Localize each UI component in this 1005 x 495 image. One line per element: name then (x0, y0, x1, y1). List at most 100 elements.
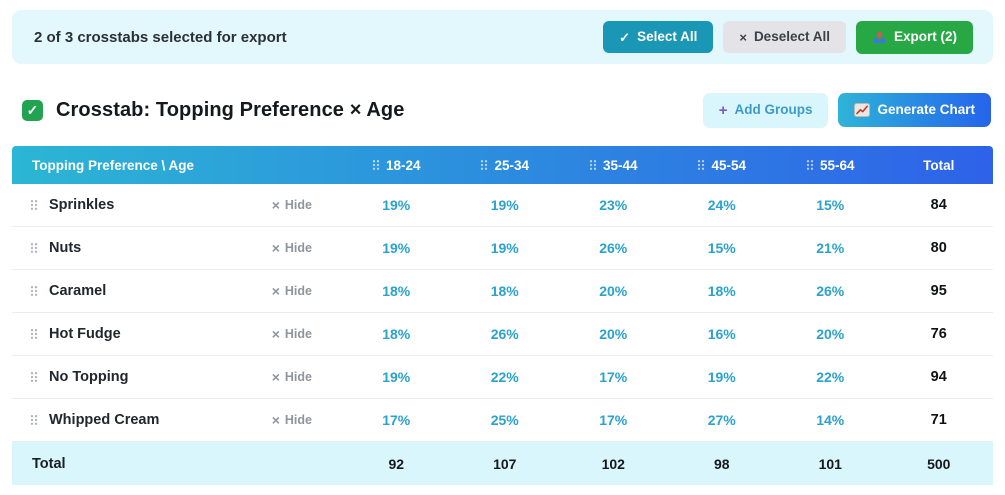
row-header-cell: No Topping × Hide (12, 369, 342, 385)
crosstab-value-cell: 19% (382, 197, 411, 213)
table-row: Whipped Cream × Hide 17% 25% 17% 27% 14% 71 (12, 399, 993, 442)
column-total-cell: 98 (713, 455, 730, 472)
crosstab-value-cell: 20% (599, 283, 628, 299)
row-total-cell: 84 (930, 197, 947, 213)
drag-handle-icon[interactable] (30, 242, 38, 254)
crosstab-value-cell: 26% (816, 283, 845, 299)
crosstab-value-cell: 17% (382, 412, 411, 428)
crosstab-value-cell: 18% (382, 326, 411, 342)
crosstab-value-cell: 26% (490, 326, 519, 342)
crosstab-value-cell: 16% (707, 326, 736, 342)
table-body: Sprinkles × Hide 19% 19% 23% 24% 15% 84 Nuts × Hide… (12, 184, 993, 442)
crosstab-title-row: ✓ Crosstab: Topping Preference × Age + A… (22, 90, 991, 130)
row-header-cell: Nuts × Hide (12, 240, 342, 256)
crosstab-value-cell: 22% (816, 369, 845, 385)
crosstab-value-cell: 25% (490, 412, 519, 428)
hide-row-button[interactable]: × Hide (272, 370, 312, 384)
crosstab-value-cell: 18% (382, 283, 411, 299)
crosstab-value-cell: 19% (490, 240, 519, 256)
table-row: Nuts × Hide 19% 19% 26% 15% 21% 80 (12, 227, 993, 270)
page-title: Crosstab: Topping Preference × Age (56, 98, 405, 121)
table-row: Sprinkles × Hide 19% 19% 23% 24% 15% 84 (12, 184, 993, 227)
drag-handle-icon[interactable] (589, 159, 597, 171)
drag-handle-icon[interactable] (30, 414, 38, 426)
row-header-cell: Hot Fudge × Hide (12, 326, 342, 342)
add-groups-button[interactable]: + Add Groups (702, 92, 829, 128)
column-header-cell[interactable]: 55-64 (776, 158, 885, 173)
chart-icon (854, 103, 871, 117)
row-total-cell: 94 (930, 369, 947, 385)
deselect-all-button[interactable]: × Deselect All (723, 21, 846, 53)
crosstab-value-cell: 18% (490, 283, 519, 299)
table-row: Caramel × Hide 18% 18% 20% 18% 26% 95 (12, 270, 993, 313)
drag-handle-icon[interactable] (30, 371, 38, 383)
check-icon: ✓ (619, 29, 631, 45)
select-all-label: Select All (637, 29, 698, 45)
corner-header-cell: Topping Preference \ Age (32, 157, 195, 173)
check-icon: ✓ (26, 101, 39, 118)
export-status-text: 2 of 3 crosstabs selected for export (34, 28, 287, 46)
hide-label: Hide (284, 327, 312, 341)
x-icon: × (271, 240, 280, 256)
crosstab-value-cell: 15% (707, 240, 736, 256)
x-icon: × (739, 29, 747, 45)
drag-handle-icon[interactable] (30, 285, 38, 297)
crosstab-selected-checkbox[interactable]: ✓ (22, 99, 43, 121)
hide-label: Hide (284, 370, 312, 384)
column-header-label: 35-44 (602, 157, 638, 173)
column-header-label: 25-34 (494, 157, 530, 173)
column-header-label: 45-54 (711, 157, 747, 173)
column-total-cell: 101 (818, 455, 842, 472)
select-all-button[interactable]: ✓ Select All (603, 21, 714, 53)
drag-handle-icon[interactable] (30, 199, 38, 211)
hide-row-button[interactable]: × Hide (272, 241, 312, 255)
column-header-cell[interactable]: 35-44 (559, 158, 668, 173)
crosstab-value-cell: 22% (490, 369, 519, 385)
crosstab-value-cell: 15% (816, 197, 845, 213)
x-icon: × (271, 283, 280, 299)
crosstab-value-cell: 19% (490, 197, 519, 213)
deselect-all-label: Deselect All (753, 29, 830, 45)
x-icon: × (271, 412, 280, 428)
row-total-cell: 76 (930, 326, 947, 342)
row-header-cell: Caramel × Hide (12, 283, 342, 299)
column-header-cell[interactable]: 18-24 (342, 158, 451, 173)
column-header-label: 55-64 (819, 157, 855, 173)
hide-row-button[interactable]: × Hide (272, 327, 312, 341)
table-header-row: Topping Preference \ Age 18-24 25-34 35-44 4… (12, 146, 993, 184)
crosstab-value-cell: 24% (707, 197, 736, 213)
drag-handle-icon[interactable] (697, 159, 705, 171)
crosstab-value-cell: 20% (816, 326, 845, 342)
export-actions: ✓ Select All × Deselect All Export (2) (603, 20, 973, 54)
crosstab-value-cell: 19% (382, 369, 411, 385)
export-button[interactable]: Export (2) (855, 20, 973, 54)
hide-row-button[interactable]: × Hide (272, 413, 312, 427)
table-row: Hot Fudge × Hide 18% 26% 20% 16% 20% 76 (12, 313, 993, 356)
column-total-cell: 107 (493, 455, 517, 472)
column-total-cell: 102 (601, 455, 625, 472)
crosstab-value-cell: 17% (599, 412, 628, 428)
export-label: Export (2) (893, 29, 957, 45)
drag-handle-icon[interactable] (480, 159, 488, 171)
row-label: Hot Fudge (49, 326, 121, 342)
hide-row-button[interactable]: × Hide (272, 198, 312, 212)
crosstab-table: Topping Preference \ Age 18-24 25-34 35-44 4… (12, 146, 993, 485)
x-icon: × (271, 369, 280, 385)
grand-total-cell: 500 (927, 455, 951, 472)
crosstab-value-cell: 18% (707, 283, 736, 299)
hide-label: Hide (284, 413, 312, 427)
crosstab-value-cell: 27% (707, 412, 736, 428)
generate-chart-button[interactable]: Generate Chart (838, 93, 991, 127)
hide-row-button[interactable]: × Hide (272, 284, 312, 298)
column-total-cell: 92 (388, 455, 405, 472)
drag-handle-icon[interactable] (372, 159, 380, 171)
row-label: Whipped Cream (49, 412, 160, 428)
drag-handle-icon[interactable] (30, 328, 38, 340)
row-label: Nuts (49, 240, 82, 256)
crosstab-value-cell: 19% (707, 369, 736, 385)
table-total-row: Total 92 107 102 98 101 500 (12, 442, 993, 485)
row-total-cell: 95 (930, 283, 947, 299)
drag-handle-icon[interactable] (806, 159, 814, 171)
column-header-cell[interactable]: 45-54 (668, 158, 777, 173)
column-header-cell[interactable]: 25-34 (451, 158, 560, 173)
